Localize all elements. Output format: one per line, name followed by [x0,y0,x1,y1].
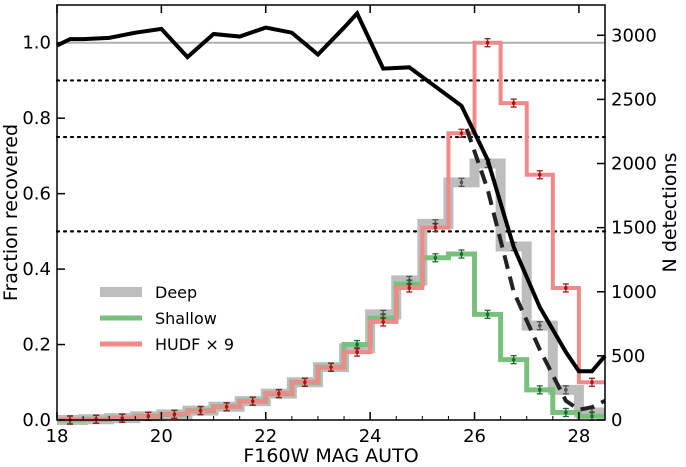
x-tick-label: 24 [359,426,382,447]
data-point [407,286,412,290]
error-bar [275,388,282,399]
data-point [224,404,229,409]
data-point [537,172,542,177]
x-axis-label: F160W MAG AUTO [243,445,418,467]
data-point [355,350,359,354]
data-point [146,414,151,419]
error-bar [484,309,491,320]
error-bar [536,385,543,395]
data-point [511,357,516,362]
data-point [250,399,255,403]
error-bar [432,222,439,233]
data-point [485,312,490,317]
error-bar [458,128,465,138]
error-bar [119,413,126,423]
y-tick-label-left: 0.4 [22,259,51,280]
step-series [57,38,605,425]
data-point [459,180,464,185]
error-bar [588,377,595,387]
data-point [485,40,490,45]
n-detections-dashed-line [464,128,606,412]
legend-item: HUDF × 9 [100,335,234,354]
data-point [172,412,177,417]
x-tick-label: 28 [567,426,590,447]
y-tick-label-left: 1.0 [22,33,51,54]
x-tick-label: 20 [150,426,173,447]
reference-lines [55,41,607,233]
legend-label: Deep [155,283,197,302]
axis-ticks: 18 20 22 24 26 28 0.0 0.2 0.4 0.6 0.8 1.0 0 500 1000 15… [22,5,657,447]
error-bar [458,249,465,259]
error-bar [197,405,204,416]
error-bar [301,377,308,387]
data-point [198,408,203,413]
data-point [590,380,594,385]
data-point [459,131,464,136]
plot-frame [56,4,606,421]
y-tick-label-right: 2500 [611,89,657,110]
line-series [56,9,607,412]
y-tick-label-left: 0.6 [22,184,51,205]
y-axis-label-left: Fraction recovered [0,124,22,301]
y-tick-label-left: 0.8 [22,108,51,129]
data-point [459,252,464,256]
x-tick-label: 18 [46,426,69,447]
error-bar [536,170,543,180]
error-bar [510,98,517,108]
y-tick-label-left: 0.2 [22,335,51,356]
error-bar [484,38,491,48]
x-tick-label: 26 [463,426,486,447]
error-bar [328,362,334,372]
data-point [355,342,359,347]
error-bar [432,253,439,263]
legend-item: Deep [100,283,197,302]
legend-label: HUDF × 9 [155,335,234,354]
error-bar [223,402,230,412]
data-point [564,410,568,415]
data-point [511,101,516,105]
x-tick-label: 22 [254,426,277,447]
y-tick-label-left: 0.0 [22,410,51,431]
y-axis-label-right: N detections [659,153,681,273]
error-bar [406,283,413,293]
data-point [277,391,281,396]
error-bar [562,407,569,418]
data-point [537,323,542,328]
data-point [564,286,568,290]
data-point [329,365,333,369]
y-tick-label-right: 2000 [611,154,657,175]
error-bar [536,321,543,331]
y-tick-label-right: 0 [611,410,622,431]
data-point [590,414,594,419]
error-bar [380,317,387,327]
y-tick-label-right: 1000 [611,282,657,303]
legend-item: Shallow [100,309,217,328]
error-bar [354,347,361,357]
n-detections-line [56,9,607,374]
data-point [537,388,542,392]
data-point [564,388,568,392]
legend-label: Shallow [155,309,217,328]
error-bar [458,177,465,187]
y-tick-label-right: 1500 [611,218,657,239]
data-point [303,380,307,385]
legend: Deep Shallow HUDF × 9 [100,283,234,354]
error-bar [562,385,569,395]
y-tick-label-right: 3000 [611,25,657,46]
error-bar [562,283,569,293]
error-bar [249,396,256,406]
data-point [433,255,438,260]
series-hudf-9 [57,38,605,425]
error-bar [171,409,178,419]
data-point [433,225,438,230]
y-tick-label-right: 500 [611,346,645,367]
error-bar [510,354,517,365]
data-point [120,416,125,420]
data-point [381,320,385,324]
